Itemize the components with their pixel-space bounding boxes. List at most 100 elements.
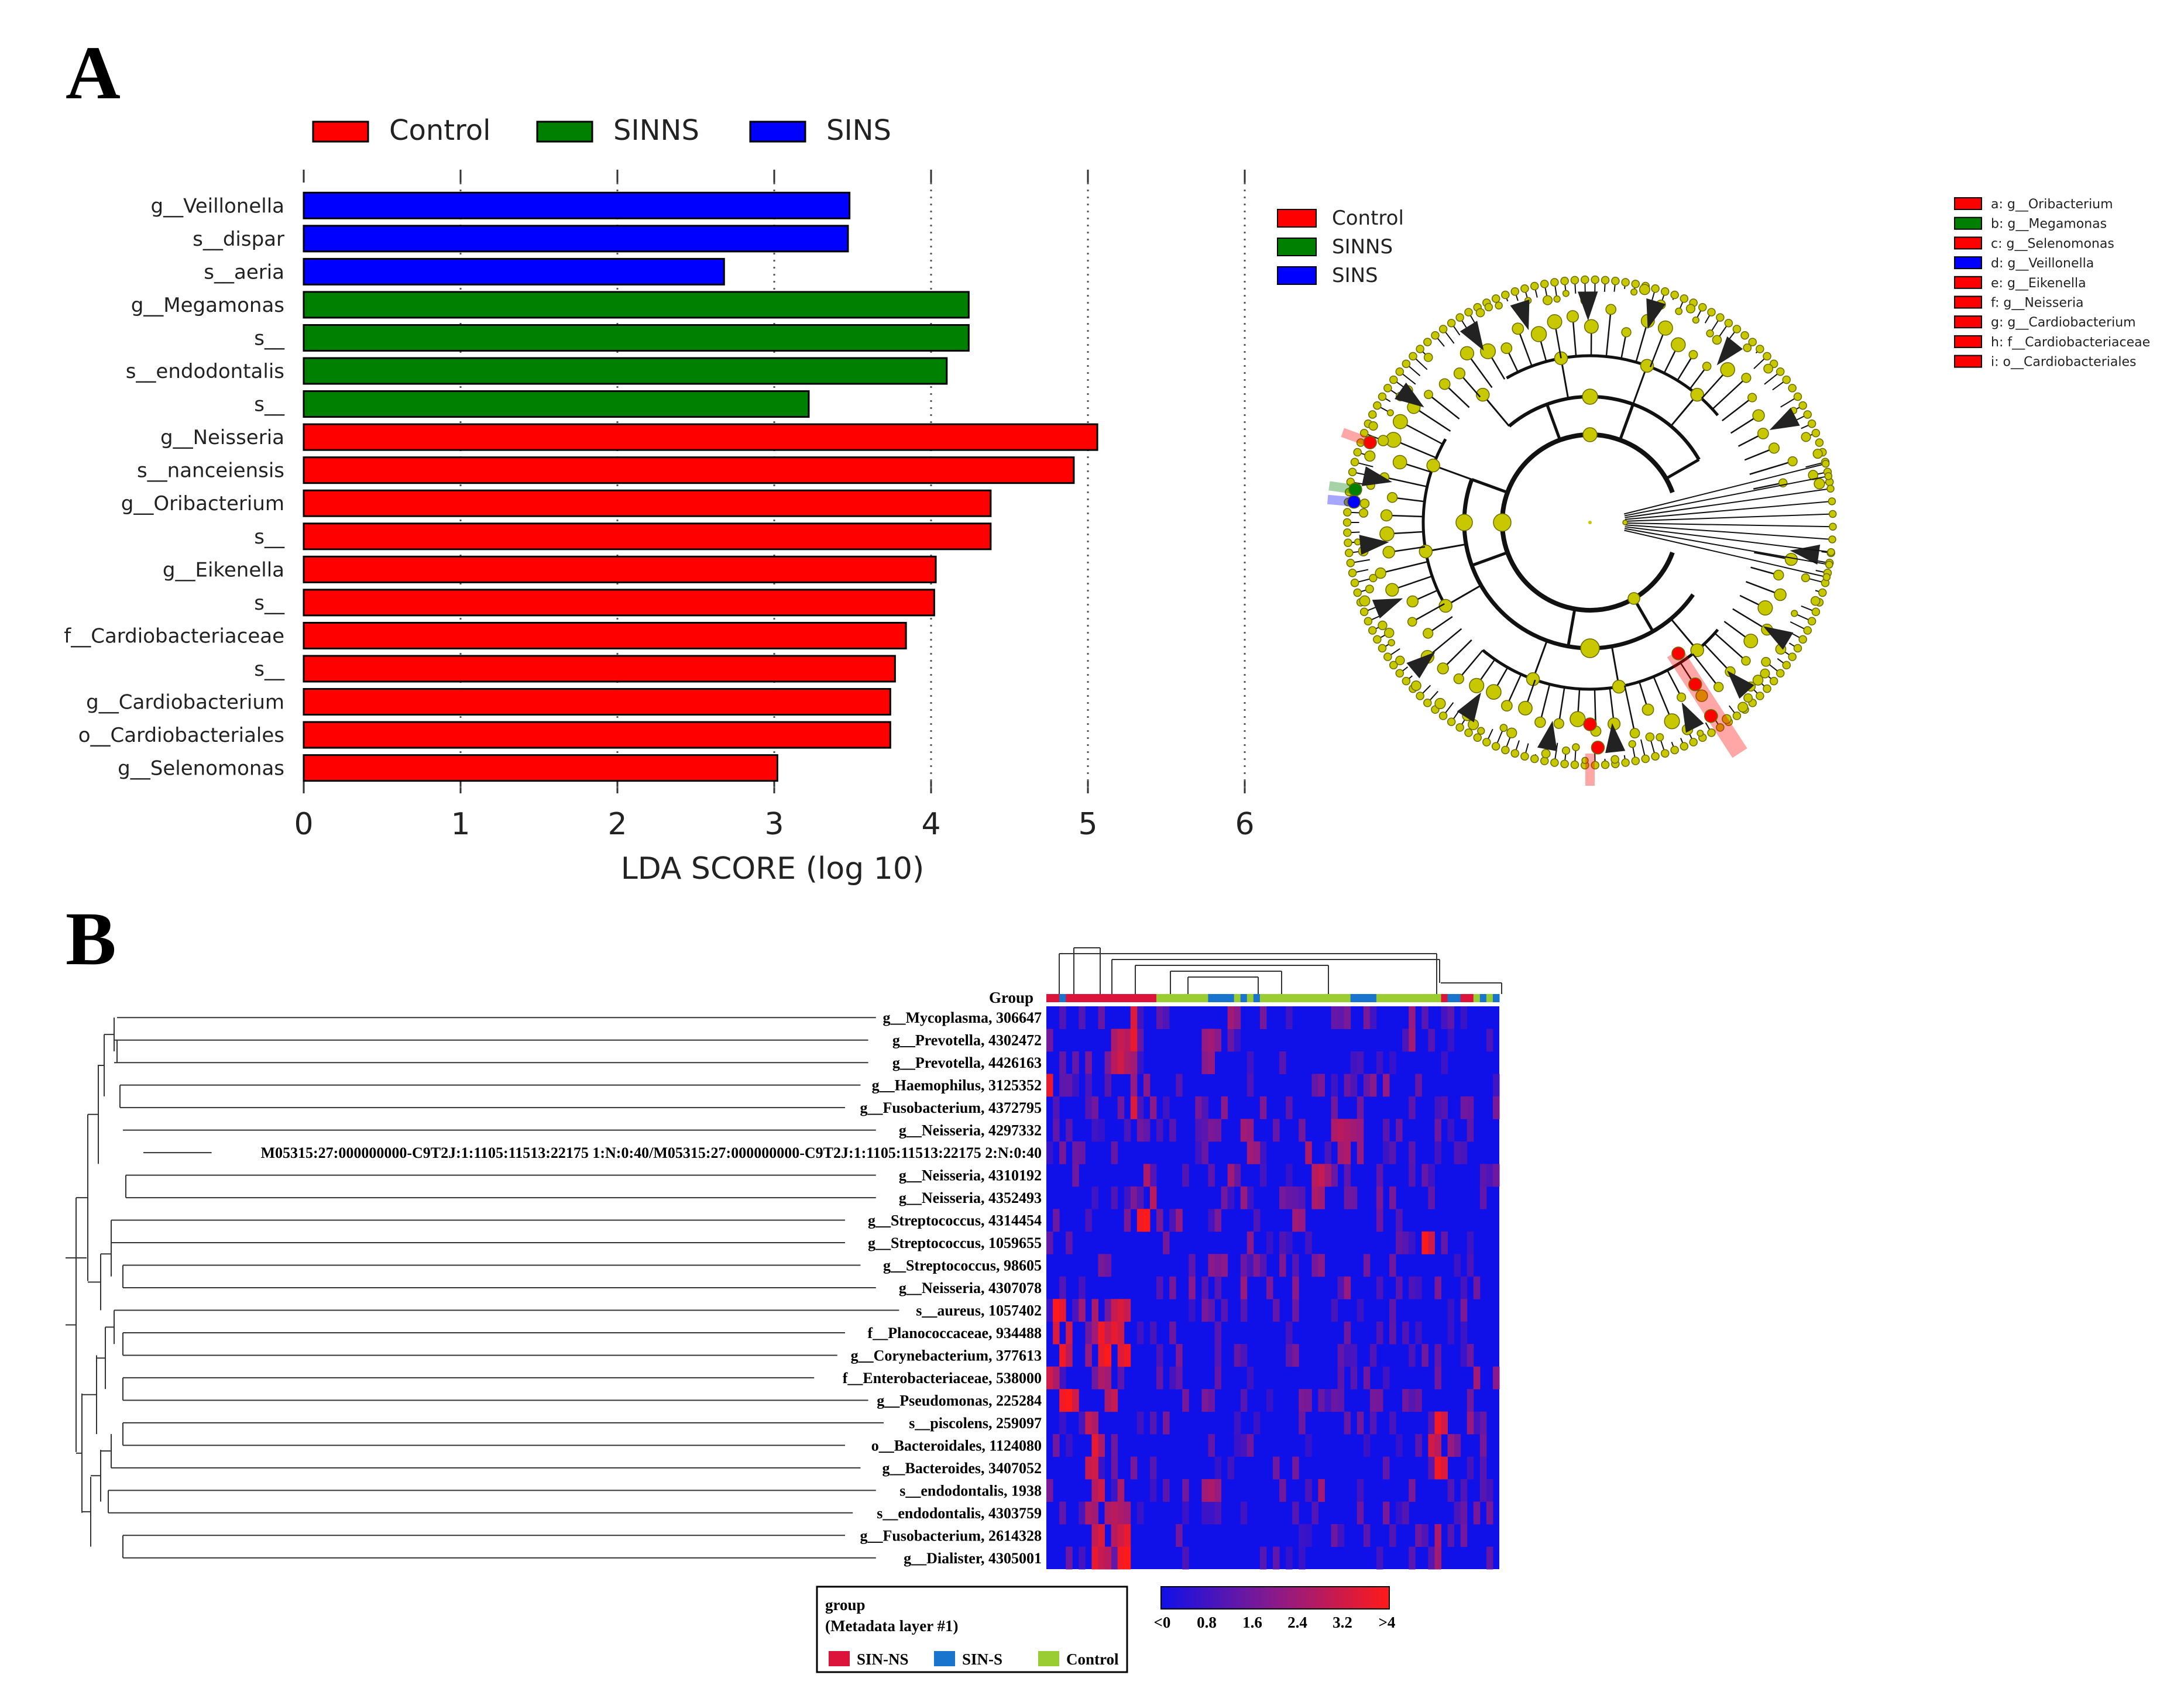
- heatmap-cell: [1066, 1321, 1073, 1344]
- heatmap-cell: [1454, 1501, 1461, 1525]
- lda-category-label: s__: [254, 591, 285, 615]
- tree-branch: [1392, 575, 1433, 591]
- tree-node: [1671, 337, 1686, 352]
- heatmap-cell: [1434, 1366, 1441, 1390]
- heatmap-cell: [1460, 1006, 1468, 1029]
- heatmap-cell: [1382, 1366, 1390, 1390]
- tree-node: [1660, 749, 1670, 758]
- heatmap-cell: [1053, 1366, 1060, 1390]
- tree-node: [1732, 711, 1742, 720]
- tree-node: [1656, 733, 1664, 742]
- heatmap-cell: [1117, 1344, 1125, 1367]
- heatmap-row-label: f__Planococcaceae, 934488: [868, 1325, 1042, 1342]
- lda-bar: [303, 357, 948, 385]
- heatmap-cell: [1363, 1434, 1371, 1457]
- tree-node: [1518, 701, 1533, 716]
- heatmap-cell: [1124, 1344, 1131, 1367]
- group-bar-cell: [1182, 994, 1189, 1002]
- tree-node: [1353, 448, 1362, 457]
- heatmap-cell: [1208, 1479, 1215, 1502]
- tree-node: [1348, 569, 1357, 577]
- heatmap-cell: [1376, 1389, 1383, 1412]
- heatmap-cell: [1214, 1321, 1222, 1344]
- heatmap-cell: [1059, 1501, 1066, 1525]
- group-bar-cell: [1441, 994, 1448, 1002]
- tree-node: [1409, 352, 1417, 361]
- heatmap-cell: [1286, 1231, 1293, 1254]
- heatmap-cell: [1460, 1276, 1468, 1299]
- heatmap-cell: [1046, 1479, 1053, 1502]
- tree-node: [1395, 669, 1405, 678]
- tree-branch: [1458, 649, 1484, 680]
- tree-node: [1671, 646, 1685, 661]
- heatmap-cell: [1246, 1366, 1254, 1390]
- heatmap-cell: [1079, 1299, 1086, 1322]
- lda-category-label: s__: [254, 658, 285, 681]
- tree-node: [1801, 432, 1811, 442]
- tree-node: [1510, 287, 1520, 296]
- colorbar-tick-label: 3.2: [1333, 1614, 1352, 1631]
- tree-node: [1495, 301, 1503, 309]
- taxon-label-g: g: g__Cardiobacterium: [1991, 315, 2136, 330]
- heatmap-cell: [1136, 1321, 1144, 1344]
- heatmap-cell: [1149, 1411, 1157, 1435]
- taxon-swatch-i: [1954, 355, 1982, 368]
- tree-clade-fan: [1460, 321, 1484, 351]
- heatmap-cell: [1389, 1524, 1396, 1547]
- heatmap-cell: [1337, 1389, 1345, 1412]
- tree-node: [1350, 458, 1359, 467]
- heatmap-cell: [1318, 1074, 1325, 1097]
- tree-node: [1657, 320, 1673, 336]
- group-bar-cell: [1227, 994, 1235, 1002]
- tree-clade-fan: [1646, 298, 1666, 329]
- tree-node: [1737, 701, 1749, 713]
- tree-node: [1743, 693, 1753, 703]
- heatmap-cell: [1299, 1119, 1306, 1142]
- heatmap-cell: [1479, 1456, 1487, 1480]
- heatmap-cell: [1104, 1389, 1112, 1412]
- heatmap-cell: [1357, 1051, 1364, 1074]
- heatmap-cell: [1053, 1096, 1060, 1119]
- tree-node: [1484, 302, 1493, 312]
- tree-node: [1628, 740, 1636, 748]
- heatmap-cell: [1434, 1546, 1441, 1570]
- tree-branch: [1704, 643, 1731, 672]
- tree-node: [1698, 302, 1707, 312]
- group-bar-cell: [1149, 994, 1157, 1002]
- heatmap-cell: [1046, 1029, 1053, 1052]
- heatmap-cell: [1059, 1276, 1066, 1299]
- heatmap-row-label: g__Prevotella, 4302472: [892, 1032, 1042, 1049]
- heatmap-cell: [1344, 1411, 1351, 1435]
- metadata-legend-title: group: [825, 1596, 866, 1614]
- heatmap-cell: [1428, 1546, 1435, 1570]
- heatmap-cell: [1169, 1209, 1176, 1232]
- heatmap-cell: [1117, 1299, 1125, 1322]
- heatmap-cell: [1201, 1051, 1208, 1074]
- lda-bar: [303, 456, 1075, 484]
- heatmap-cell: [1098, 1006, 1105, 1029]
- heatmap-cell: [1467, 1231, 1474, 1254]
- tree-branch: [1714, 632, 1747, 662]
- tree-node: [1378, 644, 1387, 653]
- tree-node: [1431, 331, 1440, 340]
- tree-node: [1460, 346, 1475, 361]
- tree-node: [1798, 401, 1807, 410]
- tree-node: [1373, 635, 1382, 644]
- heatmap-cell: [1357, 1141, 1364, 1164]
- heatmap-cell: [1046, 1299, 1053, 1322]
- heatmap-cell: [1169, 1321, 1176, 1344]
- heatmap-cell: [1331, 1119, 1338, 1142]
- tree-node: [1369, 574, 1378, 583]
- group-bar-cell: [1053, 994, 1060, 1002]
- tree-node: [1447, 717, 1456, 727]
- heatmap-cell: [1350, 1074, 1358, 1097]
- heatmap-cell: [1195, 1141, 1202, 1164]
- lda-legend: Control SINNS SINS: [312, 114, 891, 147]
- metadata-legend: group (Metadata layer #1) SIN-NS SIN-S Con…: [816, 1586, 1128, 1673]
- tree-node: [1407, 617, 1417, 627]
- lda-x-tick-label: 0: [294, 807, 313, 842]
- heatmap-cell: [1460, 1524, 1468, 1547]
- tree-node: [1689, 738, 1698, 747]
- heatmap-cell: [1447, 1119, 1455, 1142]
- tree-node: [1386, 492, 1398, 503]
